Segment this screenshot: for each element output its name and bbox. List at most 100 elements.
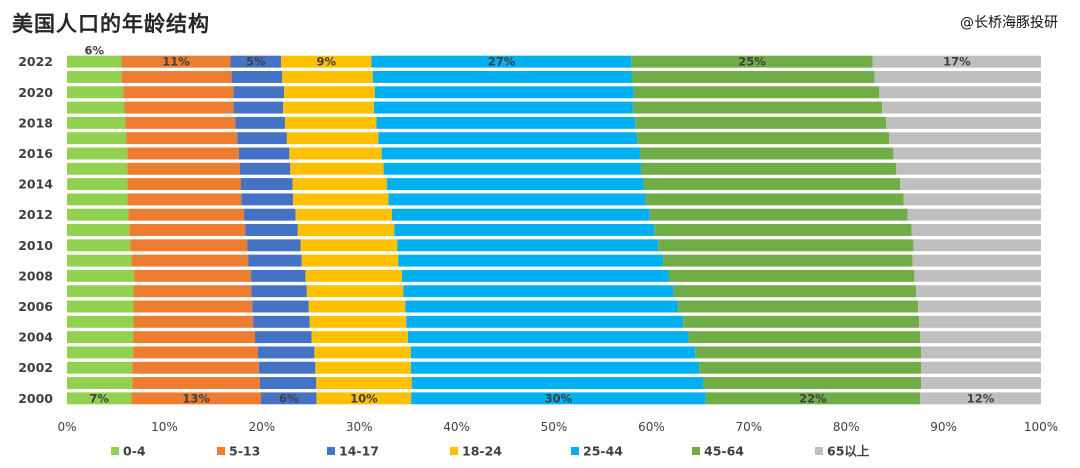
bar-segment [411, 392, 706, 405]
bar-segment [918, 300, 1041, 313]
bar-segment [912, 254, 1041, 267]
bar-segment [125, 116, 236, 129]
data-label: 9% [317, 55, 337, 69]
bar-segment [241, 193, 293, 206]
bar-segment [381, 147, 640, 160]
bar-segment [121, 70, 232, 83]
legend-label: 5-13 [229, 444, 260, 459]
bar-segment [879, 86, 1041, 99]
bar-segment [133, 300, 253, 313]
data-label: 11% [162, 55, 190, 69]
bar-segment [371, 55, 632, 68]
bar-segment [67, 331, 134, 344]
bar-segment [316, 392, 412, 405]
chart-title: 美国人口的年龄结构 [12, 12, 210, 36]
bar-segment [372, 70, 632, 83]
bar-segment [261, 392, 317, 405]
bar-segment [663, 254, 913, 267]
bar-segment [133, 346, 258, 359]
x-tick-label: 30% [346, 420, 373, 434]
legend-swatch [217, 447, 225, 455]
x-tick-label: 90% [930, 420, 957, 434]
bar-segment [705, 392, 921, 405]
bar-segment [258, 361, 316, 374]
bar-segment [403, 285, 674, 298]
bar-segment [295, 208, 392, 221]
bar-segment [308, 300, 406, 313]
bar-segment [301, 254, 399, 267]
bar-segment [67, 208, 129, 221]
y-tick-label: 2000 [18, 391, 53, 406]
bar-segment [394, 224, 655, 236]
y-tick-label: 2012 [18, 207, 53, 222]
legend-label: 0-4 [123, 444, 146, 459]
bar-segment [882, 101, 1041, 114]
bar-segment [914, 269, 1041, 282]
bar-segment [123, 86, 234, 99]
bar-segment [127, 147, 239, 160]
bar-segment [253, 315, 310, 328]
data-label: 12% [967, 391, 995, 405]
bar-segment [127, 178, 241, 191]
data-label: 13% [182, 391, 210, 405]
bar-segment [283, 101, 374, 114]
bar-segment [309, 315, 407, 328]
bar-segment [127, 162, 240, 175]
bar-segment [247, 239, 301, 252]
bar-segment [407, 331, 689, 344]
y-tick-label: 2018 [18, 115, 53, 130]
bar-segment [911, 224, 1041, 236]
bar-segment [410, 346, 696, 359]
legend-label: 18-24 [462, 444, 502, 459]
bar-segment [373, 101, 633, 114]
bar-segment [67, 315, 134, 328]
data-label: 5% [246, 55, 266, 69]
bar-segment [134, 269, 252, 282]
bar-segment [230, 55, 282, 68]
bar-segment [300, 239, 398, 252]
bar-segment [631, 55, 873, 68]
bar-segment [133, 285, 252, 298]
bar-segment [238, 147, 290, 160]
bar-segment [695, 346, 922, 359]
bar-segment [391, 208, 650, 221]
bar-segment [129, 224, 246, 236]
bar-segment [406, 315, 684, 328]
bar-segment [237, 132, 287, 145]
legend-swatch [327, 447, 335, 455]
bar-segment [386, 178, 644, 191]
x-tick-label: 80% [833, 420, 860, 434]
bar-segment [233, 86, 285, 99]
data-label: 6% [279, 391, 299, 405]
bar-segment [67, 132, 127, 145]
y-tick-label: 2010 [18, 238, 53, 253]
bar-segment [640, 162, 897, 175]
bar-segment [67, 193, 128, 206]
bar-segment [388, 193, 646, 206]
y-tick-label: 2004 [18, 330, 53, 345]
x-tick-label: 60% [638, 420, 665, 434]
legend-label: 45-64 [704, 444, 744, 459]
legend-swatch [111, 447, 119, 455]
source-label: @长桥海豚投研 [960, 15, 1058, 31]
bar-segment [245, 224, 298, 236]
bar-segment [286, 132, 379, 145]
bar-segment [639, 147, 894, 160]
y-tick-label: 2014 [18, 177, 53, 192]
x-tick-label: 0% [57, 420, 76, 434]
bar-segment [67, 162, 128, 175]
bar-segment [397, 239, 659, 252]
bar-segment [921, 346, 1041, 359]
bar-segment [632, 101, 883, 114]
bar-segment [251, 269, 306, 282]
y-tick-label: 2016 [18, 146, 53, 161]
bar-segment [896, 162, 1041, 175]
data-label: 30% [545, 391, 573, 405]
bar-segment [252, 300, 309, 313]
data-label: 27% [488, 55, 516, 69]
bar-segment [131, 392, 262, 405]
bar-segment [678, 300, 919, 313]
bar-segment [673, 285, 917, 298]
bar-segment [239, 162, 291, 175]
x-tick-label: 100% [1024, 420, 1058, 434]
